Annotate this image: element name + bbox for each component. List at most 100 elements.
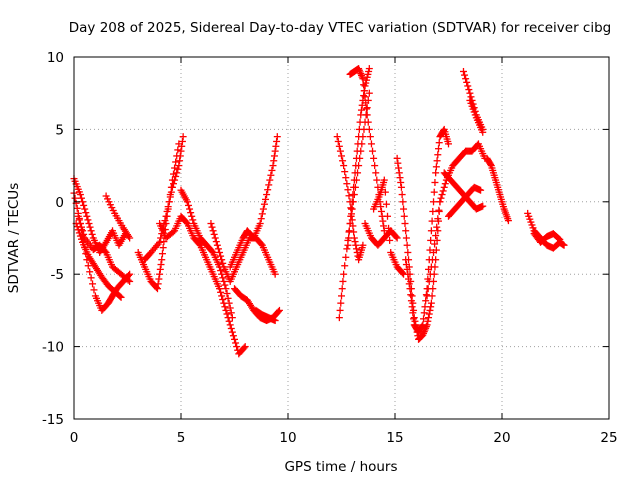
data-point [360,92,368,100]
data-point [352,241,360,249]
data-point [407,291,415,299]
data-point [432,232,440,240]
data-point [183,198,191,206]
data-point [395,164,403,172]
data-point [177,147,185,155]
data-point [174,146,182,154]
data-point [170,180,178,188]
data-point [273,133,281,141]
series-arc-15 [335,89,373,322]
data-point [402,261,410,269]
data-point [425,314,433,322]
data-point [86,223,94,231]
data-point [152,283,160,291]
data-point [409,309,417,317]
data-point [189,216,197,224]
data-point [270,152,278,160]
data-point [338,285,346,293]
data-point [352,154,360,162]
data-point [398,191,406,199]
data-point [74,226,82,234]
data-point [424,317,432,325]
data-point [464,82,472,90]
data-point [221,281,229,289]
data-point [340,270,348,278]
data-point [219,259,227,267]
data-point [426,306,434,314]
data-point [274,308,282,316]
data-point [166,193,174,201]
data-point [354,140,362,148]
data-point [227,309,235,317]
data-point [365,65,373,73]
data-point [402,256,410,264]
data-point [219,296,227,304]
data-point [164,203,172,211]
data-point [159,244,167,252]
data-point [348,216,356,224]
data-point [382,200,390,208]
data-point [396,174,404,182]
data-point [461,71,469,79]
data-point [117,293,125,301]
data-point [403,241,411,249]
data-point [340,162,348,170]
x-tick-label: 25 [600,430,617,446]
data-point [346,220,354,228]
data-point [398,269,406,277]
data-point [227,325,235,332]
data-point [408,292,416,300]
data-point [428,217,436,225]
data-point [347,205,355,213]
data-point [275,306,283,314]
series-arc-7 [141,133,187,264]
data-point [188,212,196,220]
data-point [264,186,272,194]
data-point [363,111,371,119]
data-point [384,212,392,220]
data-point [182,218,190,226]
data-point [431,178,439,186]
data-point [172,172,180,180]
data-point [423,292,431,300]
series-arc-19 [370,176,408,278]
data-point [342,253,350,261]
data-point [271,317,279,325]
data-point [343,245,351,253]
series-arc-6 [134,140,183,293]
data-point [377,203,385,211]
data-point [479,202,487,210]
data-point [218,256,226,264]
series-arc-21 [402,125,452,336]
plot-frame [73,56,610,420]
data-point [367,140,375,148]
data-point [399,198,407,206]
data-point [271,147,279,155]
data-point [427,227,435,235]
data-point [437,194,445,202]
data-point [371,162,379,170]
data-point [353,147,361,155]
data-point [217,267,225,275]
data-point [341,262,349,270]
data-point [345,234,353,242]
data-point [419,321,427,329]
data-point [257,240,265,248]
y-axis-label: SDTVAR / TECUs [6,183,22,293]
data-point [73,223,81,231]
data-point [74,212,82,220]
data-point [400,212,408,220]
data-point [335,142,343,150]
data-point [165,198,173,206]
data-point [369,147,377,155]
data-point [124,276,132,284]
y-tick-label: 5 [55,122,64,138]
data-point [427,263,435,271]
data-point [211,234,219,242]
data-point [161,217,169,225]
data-point [258,210,266,218]
data-point [435,206,443,214]
data-point [81,205,89,213]
data-point [229,332,237,340]
data-point [433,236,441,244]
